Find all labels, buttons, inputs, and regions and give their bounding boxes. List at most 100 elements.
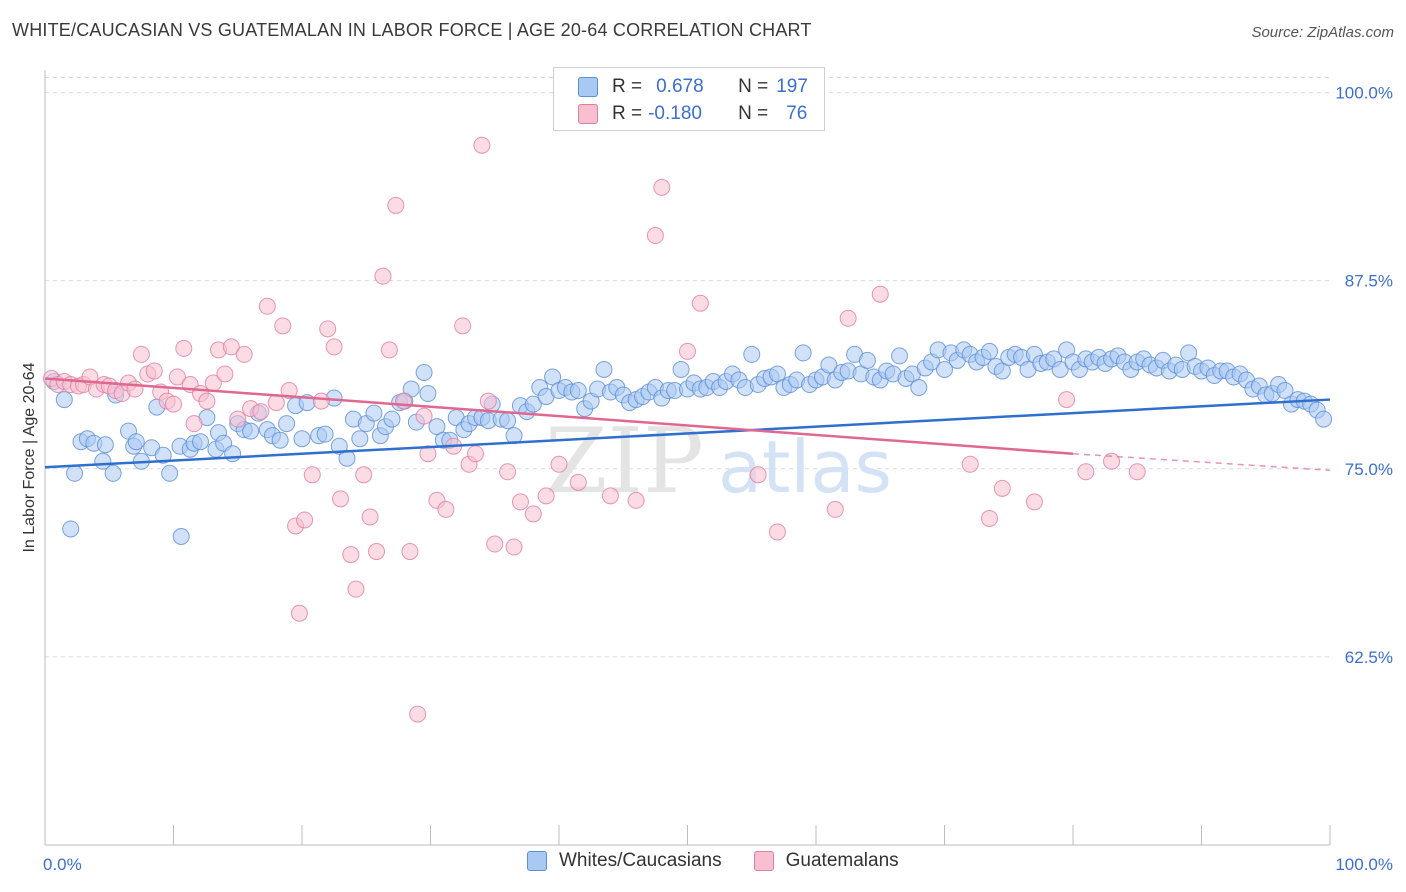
r-label: R =: [612, 103, 643, 124]
guatemalans-point: [486, 535, 504, 553]
guatemalans-point: [524, 505, 542, 523]
guatemalans-point: [175, 339, 193, 357]
legend-label-whites: Whites/Caucasians: [559, 850, 722, 871]
whites-point: [224, 445, 242, 463]
legend-label-guatemalans: Guatemalans: [785, 850, 899, 871]
guatemalans-point: [395, 392, 413, 410]
whites-point: [858, 351, 876, 369]
guatemalans-point: [222, 338, 240, 356]
axis-labels: 62.5% 75.0% 87.5% 100.0% 0.0% 100.0% In Labor …: [21, 84, 1393, 874]
guatemalans-point: [646, 227, 664, 245]
guatemalans-point: [454, 317, 472, 335]
guatemalans-point: [303, 466, 321, 484]
guatemalans-point: [296, 511, 314, 529]
whites-point: [672, 360, 690, 378]
guatemalans-point: [505, 538, 523, 556]
whites-point: [980, 342, 998, 360]
guatemalans-point: [839, 309, 857, 327]
legend-item-whites[interactable]: Whites/Caucasians: [527, 850, 722, 872]
guatemalans-point: [1058, 391, 1076, 409]
whites-point: [891, 347, 909, 365]
n-value: 197: [776, 76, 808, 97]
whites-point: [794, 344, 812, 362]
guatemalans-point: [993, 479, 1011, 497]
whites-point: [365, 404, 383, 422]
y-tick-label: 62.5%: [1345, 648, 1393, 667]
whites-point: [293, 430, 311, 448]
guatemalans-point: [569, 473, 587, 491]
whites-point: [351, 430, 369, 448]
whites-swatch: [578, 77, 598, 97]
watermark-zip: ZIP: [545, 409, 704, 514]
whites-point: [419, 385, 437, 403]
n-value: 76: [786, 103, 808, 124]
guatemalans-trend-extension: [1072, 452, 1331, 472]
guatemalans-point: [466, 445, 484, 463]
r-value: 0.678: [656, 76, 704, 97]
guatemalans-point: [1077, 463, 1095, 481]
guatemalans-point: [537, 487, 555, 505]
guatemalans-point: [401, 543, 419, 561]
r-value: -0.180: [648, 103, 702, 124]
legend-item-guatemalans[interactable]: Guatemalans: [753, 850, 899, 872]
r-label: R =: [612, 76, 643, 97]
whites-point: [127, 433, 145, 451]
guatemalans-point: [550, 455, 568, 473]
guatemalans-point: [216, 365, 234, 383]
guatemalans-point: [1103, 452, 1121, 470]
whites-point: [415, 363, 433, 381]
guatemalans-point: [355, 466, 373, 484]
guatemalans-point: [479, 392, 497, 410]
guatemalans-point: [168, 368, 186, 386]
chart-title: WHITE/CAUCASIAN VS GUATEMALAN IN LABOR F…: [12, 20, 812, 40]
n-label: N =: [738, 76, 769, 97]
guatemalans-swatch: [753, 851, 774, 871]
guatemalans-point: [368, 543, 386, 561]
whites-point: [595, 360, 613, 378]
whites-point: [743, 345, 761, 363]
whites-point: [910, 379, 928, 397]
whites-point: [936, 360, 953, 378]
whites-point: [569, 382, 587, 400]
guatemalans-point: [768, 523, 786, 541]
whites-point: [55, 391, 73, 409]
whites-point: [383, 410, 401, 428]
whites-point: [316, 425, 334, 443]
legend-row-whites: R = 0.678 N = 197: [578, 74, 808, 100]
whites-point: [820, 356, 838, 374]
guatemalans-point: [235, 345, 253, 363]
guatemalans-point: [342, 546, 360, 564]
whites-point: [242, 422, 260, 440]
guatemalans-point: [871, 285, 889, 303]
guatemalans-point: [361, 508, 379, 526]
guatemalans-point: [380, 341, 398, 359]
guatemalans-point: [229, 410, 247, 428]
guatemalans-point: [627, 491, 645, 509]
series-legend: Whites/Caucasians Guatemalans: [527, 850, 931, 872]
whites-point: [402, 380, 420, 398]
whites-point: [499, 412, 517, 430]
whites-point: [154, 446, 172, 464]
source-label: Source: ZipAtlas.com: [1251, 24, 1394, 41]
whites-point: [278, 415, 296, 433]
whites-point: [271, 431, 289, 449]
guatemalans-point: [511, 493, 529, 511]
whites-point: [161, 464, 179, 482]
whites-point: [1315, 410, 1333, 428]
guatemalans-point: [165, 395, 182, 413]
stats-legend: R = 0.678 N = 197 R = -0.180 N = 76: [553, 67, 825, 131]
guatemalans-point: [1128, 463, 1146, 481]
guatemalans-point: [437, 500, 455, 518]
guatemalans-point: [347, 580, 365, 598]
x-tick-label: 100.0%: [1335, 855, 1393, 874]
guatemalans-point: [499, 463, 517, 481]
whites-point: [62, 520, 80, 538]
x-tick-label: 0.0%: [43, 855, 82, 874]
whites-swatch: [527, 851, 547, 871]
guatemalans-point: [826, 500, 844, 518]
n-label: N =: [738, 103, 769, 124]
guatemalans-point: [749, 466, 767, 484]
whites-point: [191, 433, 209, 451]
guatemalans-point: [274, 317, 292, 335]
guatemalans-point: [132, 345, 150, 363]
